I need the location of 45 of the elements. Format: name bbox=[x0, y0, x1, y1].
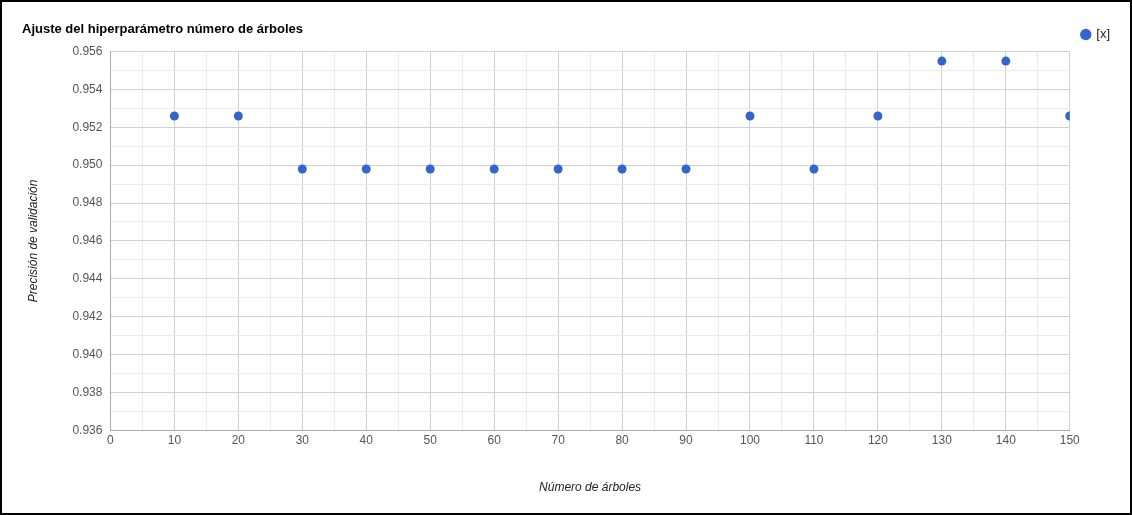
x-tick-label: 90 bbox=[679, 432, 694, 447]
x-tick-label: 80 bbox=[615, 432, 630, 447]
y-tick-label: 0.942 bbox=[72, 308, 103, 323]
y-tick-label: 0.956 bbox=[72, 43, 103, 58]
x-tick-label: 40 bbox=[359, 432, 374, 447]
y-tick-label: 0.944 bbox=[72, 271, 103, 286]
point bbox=[809, 164, 819, 174]
y-tick-label: 0.940 bbox=[72, 346, 103, 361]
point bbox=[873, 111, 883, 121]
x-tick-label: 70 bbox=[551, 432, 566, 447]
legend-label: [x] bbox=[1096, 26, 1111, 42]
y-tick-label: 0.946 bbox=[72, 233, 103, 248]
y-tick-label: 0.936 bbox=[72, 422, 103, 437]
x-tick-label: 30 bbox=[295, 432, 310, 447]
point bbox=[489, 164, 499, 174]
point bbox=[425, 164, 435, 174]
y-tick-label: 0.952 bbox=[72, 119, 103, 134]
x-tick-label: 50 bbox=[423, 432, 438, 447]
y-tick-label: 0.954 bbox=[72, 81, 103, 96]
point bbox=[617, 164, 627, 174]
y-tick-label: 0.950 bbox=[72, 157, 103, 172]
x-tick-label: 140 bbox=[995, 432, 1017, 447]
x-axis-title: Número de árboles bbox=[539, 480, 642, 495]
point bbox=[297, 164, 307, 174]
point bbox=[745, 111, 755, 121]
x-tick-label: 0 bbox=[107, 432, 115, 447]
point bbox=[361, 164, 371, 174]
x-tick-label: 150 bbox=[1059, 432, 1081, 447]
point bbox=[1001, 56, 1011, 66]
x-tick-label: 20 bbox=[231, 432, 246, 447]
chart-title: Ajuste del hiperparámetro número de árboles bbox=[22, 21, 304, 37]
point bbox=[553, 164, 563, 174]
x-tick-label: 120 bbox=[867, 432, 889, 447]
x-tick-label: 10 bbox=[167, 432, 182, 447]
x-tick-label: 130 bbox=[931, 432, 953, 447]
x-tick-label: 110 bbox=[804, 432, 824, 447]
point bbox=[233, 111, 243, 121]
point bbox=[937, 56, 947, 66]
point bbox=[169, 111, 179, 121]
y-tick-label: 0.938 bbox=[72, 384, 103, 399]
x-tick-label: 60 bbox=[487, 432, 502, 447]
y-tick-label: 0.948 bbox=[72, 195, 103, 210]
point bbox=[681, 164, 691, 174]
y-axis-title: Precisión de validación bbox=[25, 179, 40, 303]
x-tick-label: 100 bbox=[739, 432, 761, 447]
